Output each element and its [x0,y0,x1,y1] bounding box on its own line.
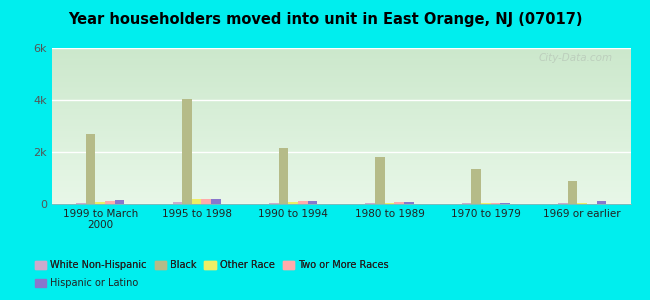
Bar [500,203,510,204]
Bar [211,199,221,204]
Text: Year householders moved into unit in East Orange, NJ (07017): Year householders moved into unit in Eas… [68,12,582,27]
Bar [172,202,182,204]
Bar [471,169,481,204]
Bar [568,181,577,204]
Bar [279,148,288,204]
Bar [577,203,587,204]
Text: City-Data.com: City-Data.com [539,53,613,63]
Bar [86,134,96,204]
Bar [288,202,298,204]
Bar [192,199,202,204]
Bar [307,201,317,204]
Bar [105,201,114,204]
Bar [202,199,211,204]
Bar [269,203,279,204]
Bar [375,157,385,204]
Bar [365,203,375,204]
Bar [491,203,500,204]
Bar [114,200,124,204]
Legend: Hispanic or Latino: Hispanic or Latino [31,274,142,292]
Bar [597,201,606,204]
Bar [298,201,307,204]
Bar [462,203,471,204]
Bar [558,203,568,204]
Bar [385,203,395,204]
Bar [96,202,105,204]
Legend: White Non-Hispanic, Black, Other Race, Two or More Races: White Non-Hispanic, Black, Other Race, T… [31,256,393,274]
Bar [182,99,192,204]
Bar [76,203,86,204]
Bar [481,203,491,204]
Bar [395,202,404,204]
Bar [404,202,413,204]
